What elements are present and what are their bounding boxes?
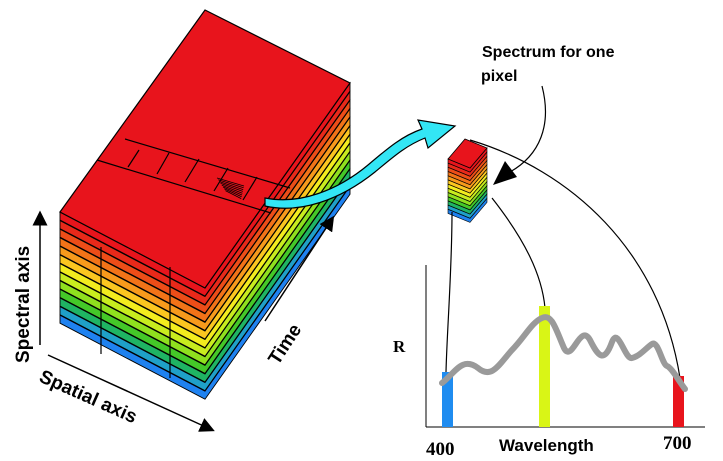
time-axis-label: Time [265,320,307,368]
cube-layer [59,115,351,331]
cube-layer [59,124,351,340]
spectrum-label: Spectrum for one [482,44,615,61]
reflectance-curve [439,314,688,392]
pixel-hatch-line [216,177,245,187]
pixel-hatch-line [225,190,242,199]
cube-layer [59,90,351,306]
time-axis-arrow [264,215,335,322]
spectral-axis-label: Spectral axis [13,246,34,363]
chart-y-label: R [393,337,406,356]
pixel-top-face [447,138,488,169]
cube-layer [59,158,351,374]
data-cube-layers [59,81,351,400]
cube-layer [59,98,351,314]
pixel-spectrum-stack [447,138,488,223]
tick-700: 700 [663,433,692,454]
bar-400-blue [442,372,453,427]
pixel-hatch-line [221,184,243,194]
spatial-axis-arrow [47,354,215,432]
curved-arrow-icon [264,119,457,209]
cube-layer [59,133,351,349]
cube-layer [59,107,351,323]
cube-layer [59,167,351,383]
pixel-hatch-line [222,186,243,196]
bar-700-red [673,376,684,427]
spectrum-chart: R 400 Wavelength 700 [393,265,705,460]
data-cube-top-face [59,9,351,289]
chart-x-label: Wavelength [499,436,594,455]
pixel-hatch-line [219,181,244,190]
pixel-hatch-line [218,179,244,189]
cube-layer [59,141,351,357]
spectrum-label-line2: pixel [481,68,517,85]
bar-550-yellow [539,306,550,427]
pixel-hatch-line [220,183,243,192]
spatial-axis-label: Spatial axis [36,366,140,428]
top-face-grid [96,138,291,214]
pixel-hatch-line [224,188,242,198]
connector-curves [445,139,681,379]
cube-layer [59,150,351,366]
highlighted-pixel-stack [216,177,245,199]
cube-layer [59,184,351,400]
pointer-line [509,85,546,173]
tick-400: 400 [426,439,455,460]
arrow-pointer-icon [493,161,517,185]
front-face-lines [100,247,171,378]
